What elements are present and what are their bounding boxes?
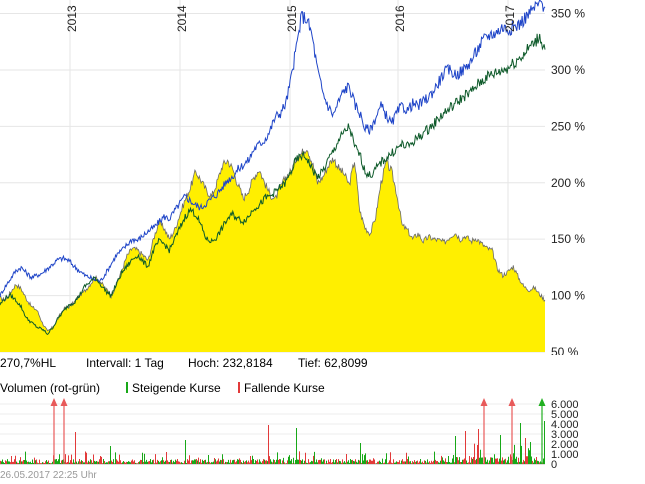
rising-outlier-arrow-head [538,398,546,406]
vol-tick-label: 1.000 [551,449,579,461]
y-tick-label: 350 % [551,7,585,21]
vol-tick-label: 4.000 [551,419,579,431]
high-label: Hoch: 232,8184 [188,356,273,370]
legend-falling: Fallende Kurse [232,381,325,395]
falling-outlier-arrow-head [50,398,58,406]
line-series [0,0,546,298]
area-series-outline [0,148,546,332]
vol-tick-label: 5.000 [551,409,579,421]
y-tick-label: 150 % [551,232,585,246]
y-tick-label: 100 % [551,289,585,303]
falling-outlier-arrow-head [480,398,488,406]
vol-tick-label: 0 [551,459,557,471]
x-tick-label: 2014 [175,5,189,32]
y-tick-label: 300 % [551,63,585,77]
timestamp: 26.05.2017 22:25 Uhr [0,470,97,481]
x-tick-label: 2013 [65,5,79,32]
x-tick-label: 2017 [503,5,517,32]
y-tick-label: 200 % [551,176,585,190]
x-tick-label: 2016 [393,5,407,32]
legend-rising-label: Steigende Kurse [132,381,221,395]
price-chart: 2013 2014 2015 2016 2017 50 % 100 % 150 % 200 %… [0,0,585,355]
y-tick-label: 250 % [551,119,585,133]
falling-outlier-arrow-head [508,398,516,406]
falling-outlier-arrow-head [60,398,68,406]
rising-swatch [126,382,128,393]
legend-rising: Steigende Kurse [120,381,221,395]
legend-falling-label: Fallende Kurse [244,381,325,395]
area-series-fill [0,148,545,352]
vol-tick-label: 6.000 [551,399,579,411]
vol-tick-label: 2.000 [551,439,579,451]
falling-swatch [238,382,240,393]
y-tick-label: 50 % [551,345,579,355]
x-tick-label: 2015 [285,5,299,32]
vol-tick-label: 3.000 [551,429,579,441]
legend-volume: Volumen (rot-grün) [0,381,101,395]
perf-label: 270,7%HL [0,356,57,370]
interval-label: Intervall: 1 Tag [86,356,164,370]
low-label: Tief: 62,8099 [298,356,368,370]
line-series [0,33,546,336]
